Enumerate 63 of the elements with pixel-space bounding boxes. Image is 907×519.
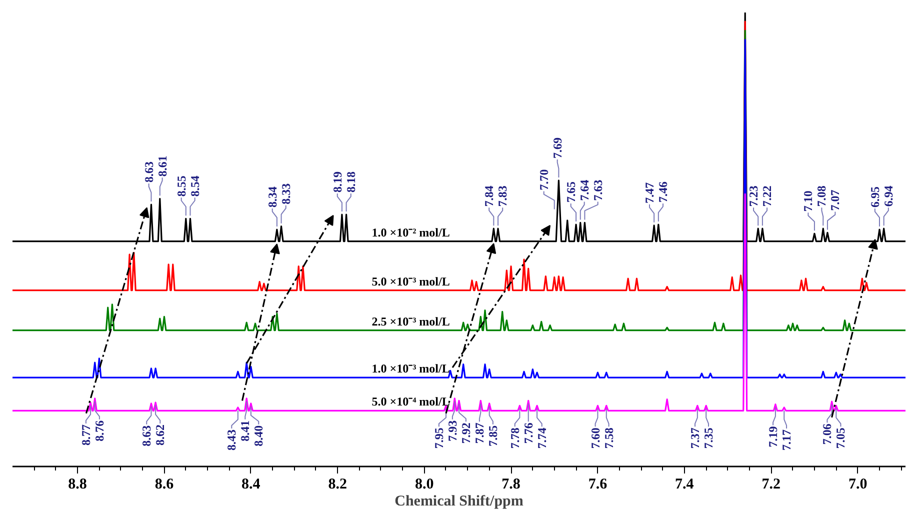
annotation: 7.07 — [828, 190, 842, 211]
annotation: 7.46 — [656, 182, 670, 203]
annotation: 7.78 — [508, 428, 522, 449]
annotation: 6.95 — [868, 186, 882, 208]
annotation: 7.37 — [688, 428, 702, 449]
annotation: 8.63 — [142, 162, 156, 183]
annotation: 8.19 — [330, 172, 344, 193]
annotation: 7.60 — [588, 428, 602, 449]
series-label: 1.0 ×10⁻³ mol/L — [372, 362, 450, 376]
annotation: 7.35 — [702, 428, 716, 449]
annotation: 7.64 — [577, 180, 592, 201]
annotation: 7.05 — [834, 428, 848, 449]
series-label: 1.0 ×10⁻² mol/L — [372, 225, 450, 240]
annotation: 7.58 — [602, 428, 616, 449]
annotation: 8.76 — [92, 420, 106, 442]
series-label: 5.0 ×10⁻⁴ mol/L — [372, 394, 450, 409]
annotation: 8.34 — [265, 186, 280, 208]
annotation: 7.92 — [458, 422, 473, 444]
annotation: 7.76 — [521, 422, 536, 444]
series-label: 2.5 ×10⁻³ mol/L — [372, 314, 450, 328]
x-tick-label: 7.0 — [848, 476, 868, 492]
annotation: 8.77 — [78, 424, 93, 446]
annotation: 8.54 — [188, 176, 202, 197]
annotation: 7.08 — [814, 186, 829, 207]
x-tick-label: 7.8 — [502, 476, 520, 492]
x-tick-label: 8.8 — [68, 476, 87, 492]
annotation: 8.55 — [174, 176, 188, 197]
annotation: 7.06 — [820, 424, 834, 445]
annotation: 7.87 — [472, 422, 486, 444]
annotation: 8.40 — [252, 425, 266, 446]
annotation: 7.69 — [550, 137, 564, 158]
annotation: 7.70 — [536, 169, 551, 190]
x-tick-label: 8.0 — [414, 476, 434, 492]
annotation: 7.23 — [746, 186, 761, 207]
annotation: 7.47 — [642, 182, 656, 204]
x-tick-label: 8.4 — [242, 476, 261, 492]
x-tick-label: 7.4 — [675, 476, 694, 492]
annotation: 8.63 — [140, 425, 154, 446]
x-tick-label: 7.2 — [762, 476, 780, 492]
annotation: 7.10 — [801, 190, 816, 212]
annotation: 8.43 — [224, 429, 239, 450]
annotation: 7.95 — [432, 428, 446, 449]
series-label: 5.0 ×10⁻³ mol/L — [372, 274, 450, 288]
x-axis-title: Chemical Shift/ppm — [394, 494, 524, 510]
x-tick-label: 8.2 — [328, 476, 347, 492]
annotation: 7.65 — [564, 182, 578, 203]
annotation: 6.94 — [881, 186, 896, 207]
annotation: 8.18 — [344, 172, 358, 193]
annotation: 7.17 — [780, 429, 794, 450]
x-tick-label: 8.6 — [154, 476, 174, 492]
annotation: 8.61 — [155, 156, 170, 177]
annotation: 7.19 — [766, 426, 780, 448]
annotation: 8.62 — [153, 424, 168, 446]
annotation: 7.22 — [760, 186, 774, 207]
annotation: 7.63 — [590, 180, 605, 201]
annotation: 7.74 — [534, 428, 549, 449]
annotation: 7.84 — [482, 186, 496, 207]
annotation: 7.83 — [496, 186, 510, 207]
annotation: 7.85 — [486, 425, 500, 446]
annotation: 7.93 — [445, 420, 460, 442]
annotation: 8.33 — [278, 183, 293, 204]
annotation: 8.41 — [238, 420, 252, 442]
x-tick-label: 7.6 — [588, 476, 608, 492]
